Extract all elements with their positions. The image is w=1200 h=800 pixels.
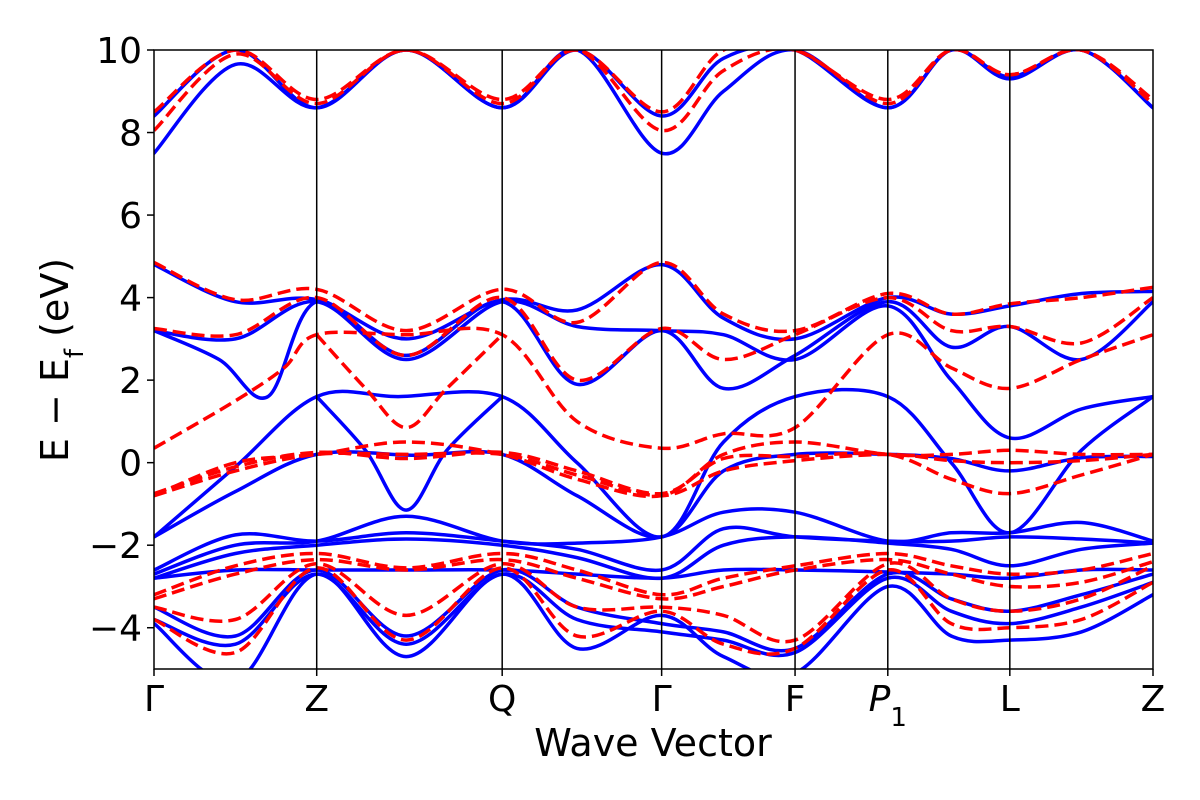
x-axis-ticks: Γ Z Q Γ F P1 L Z <box>144 669 1165 733</box>
solid-band-11 <box>154 299 1153 441</box>
dashed-band-19 <box>315 333 504 430</box>
x-tick-label: Z <box>304 679 329 720</box>
solid-band-2 <box>314 394 504 512</box>
solid-band-10 <box>154 299 1153 400</box>
x-tick-label: Γ <box>144 679 164 720</box>
plot-frame <box>153 49 1154 670</box>
y-tick-label: 2 <box>119 361 142 402</box>
x-tick-label: Q <box>488 679 516 720</box>
y-tick-label: 8 <box>119 114 142 155</box>
x-tick-label: P1 <box>869 679 907 733</box>
band-lines <box>154 50 1153 669</box>
x-tick-label: L <box>1000 679 1020 720</box>
dashed-band-15 <box>154 451 1153 498</box>
dashed-band-20 <box>154 295 1153 382</box>
y-tick-label: −2 <box>89 526 142 567</box>
y-tick-label: −4 <box>89 609 142 650</box>
dashed-band-26 <box>154 50 1153 133</box>
solid-band-14 <box>154 50 1153 118</box>
kpoint-separators <box>315 50 1011 669</box>
y-tick-label: 6 <box>119 196 142 237</box>
y-tick-label: 10 <box>96 31 142 72</box>
x-tick-label: F <box>785 679 806 720</box>
dashed-band-22 <box>154 551 1153 597</box>
dashed-band-21 <box>154 260 1153 334</box>
y-axis-label-main: E − E <box>33 358 77 462</box>
y-tick-label: 0 <box>119 444 142 485</box>
solid-band-12 <box>154 262 1153 342</box>
dashed-band-18 <box>154 326 1153 451</box>
y-tick-label: 4 <box>119 279 142 320</box>
y-axis-ticks: −4 −2 0 2 4 6 8 10 <box>89 31 154 650</box>
dashed-band-23 <box>154 557 1153 601</box>
y-axis-label: E − Ef (eV) <box>33 258 90 462</box>
solid-band-1 <box>154 387 1153 539</box>
dashed-band-17 <box>154 440 1153 499</box>
y-axis-label-sub: f <box>60 348 90 358</box>
y-axis-label-unit: (eV) <box>33 258 77 349</box>
x-tick-label: Γ <box>652 679 672 720</box>
x-axis-label: Wave Vector <box>534 721 772 765</box>
x-tick-label: Z <box>1141 679 1166 720</box>
